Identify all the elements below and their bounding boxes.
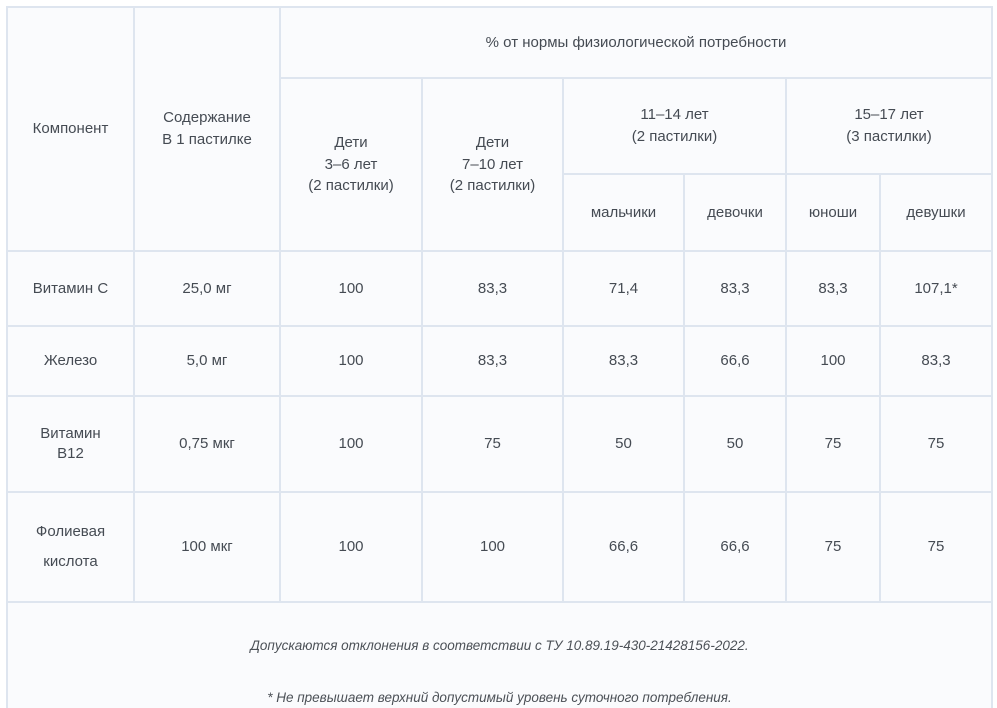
component-cell: Фолиевая кислота [6,491,135,603]
value-cell: 75 [421,395,564,493]
component-cell: Железо [6,325,135,397]
value-cell: 75 [879,491,993,603]
table-row-iron: Железо 5,0 мг 100 83,3 83,3 66,6 100 83,… [6,325,993,397]
value-cell: 50 [683,395,787,493]
content-cell: 25,0 мг [133,250,281,327]
footnote-upper-limit: * Не превышает верхний допустимый уровен… [267,690,732,706]
value-cell: 83,3 [562,325,685,397]
content-cell: 100 мкг [133,491,281,603]
value-cell: 100 [279,395,423,493]
footnote-tolerances: Допускаются отклонения в соответствии с … [250,637,749,653]
value-cell: 100 [279,250,423,327]
value-cell: 75 [785,491,881,603]
value-cell: 66,6 [683,491,787,603]
header-gender-boys: мальчики [562,173,685,252]
header-content-cell: Содержание В 1 пастилке [133,6,281,252]
header-component-cell: Компонент [6,6,135,252]
header-row-age-groups: Дети 3–6 лет (2 пастилки) Дети 7–10 лет … [7,77,993,252]
footnotes-row: Допускаются отклонения в соответствии с … [6,600,993,708]
value-cell: 83,3 [785,250,881,327]
value-cell: 66,6 [683,325,787,397]
component-cell: Витамин B12 [6,395,135,493]
component-cell: Витамин C [6,250,135,327]
value-cell: 83,3 [879,325,993,397]
table-row-vitamin-b12: Витамин B12 0,75 мкг 100 75 50 50 75 75 [6,395,993,493]
value-cell: 75 [879,395,993,493]
header-gender-girls: девочки [683,173,787,252]
value-cell: 83,3 [421,250,564,327]
value-cell: 100 [785,325,881,397]
value-cell: 66,6 [562,491,685,603]
header-gender-young-men: юноши [785,173,881,252]
nutrition-table: Компонент Содержание В 1 пастилке % от н… [6,6,993,708]
header-age-group-15-17: 15–17 лет (3 пастилки) [785,77,993,175]
value-cell: 100 [279,325,423,397]
header-age-group-3-6: Дети 3–6 лет (2 пастилки) [279,77,423,252]
value-cell: 75 [785,395,881,493]
header-age-group-11-14: 11–14 лет (2 пастилки) [562,77,787,175]
value-cell: 100 [279,491,423,603]
header-percent-norm-title: % от нормы физиологической потребности [279,6,993,79]
value-cell: 100 [421,491,564,603]
value-cell: 83,3 [421,325,564,397]
value-cell: 107,1* [879,250,993,327]
value-cell: 71,4 [562,250,685,327]
table-row-folic-acid: Фолиевая кислота 100 мкг 100 100 66,6 66… [6,491,993,603]
value-cell: 50 [562,395,685,493]
header-age-group-7-10: Дети 7–10 лет (2 пастилки) [421,77,564,252]
value-cell: 83,3 [683,250,787,327]
header-row-top: Компонент Содержание В 1 пастилке % от н… [6,6,993,252]
header-gender-young-women: девушки [879,173,993,252]
header-row-genders: мальчики девочки юноши девушки [7,173,993,252]
table-row-vitamin-c: Витамин C 25,0 мг 100 83,3 71,4 83,3 83,… [6,250,993,327]
footnotes-cell: Допускаются отклонения в соответствии с … [6,600,993,708]
content-cell: 5,0 мг [133,325,281,397]
content-cell: 0,75 мкг [133,395,281,493]
